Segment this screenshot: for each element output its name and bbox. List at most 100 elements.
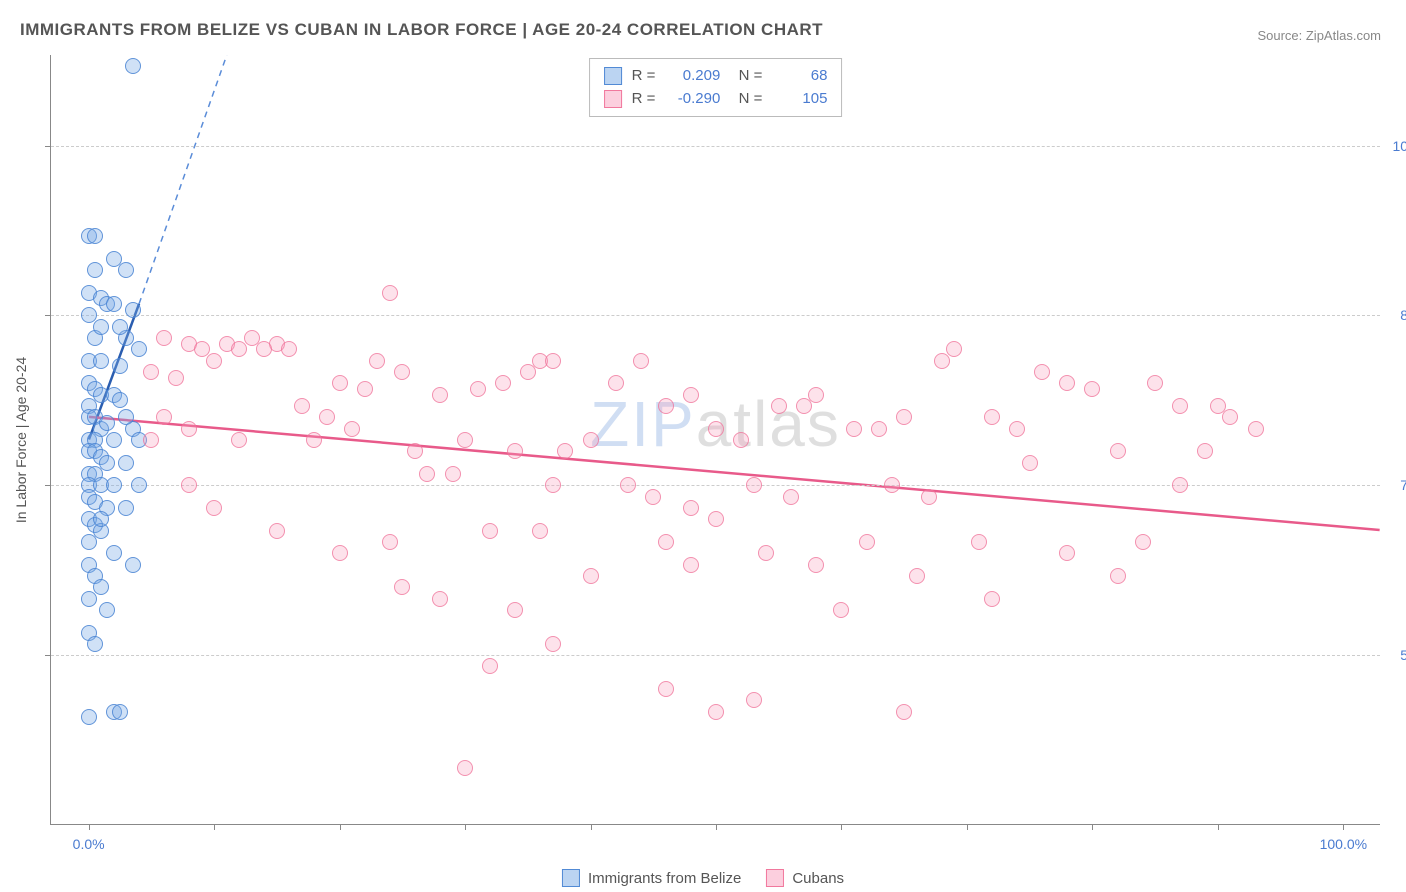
data-point-cubans — [708, 421, 724, 437]
data-point-cubans — [432, 387, 448, 403]
data-point-cubans — [633, 353, 649, 369]
data-point-cubans — [482, 658, 498, 674]
legend-label: Immigrants from Belize — [588, 870, 741, 887]
data-point-belize — [93, 579, 109, 595]
x-tick-label: 100.0% — [1320, 836, 1367, 852]
data-point-cubans — [206, 500, 222, 516]
data-point-cubans — [884, 477, 900, 493]
data-point-cubans — [319, 409, 335, 425]
data-point-cubans — [746, 477, 762, 493]
data-point-cubans — [332, 375, 348, 391]
legend-swatch-blue — [562, 869, 580, 887]
data-point-cubans — [658, 534, 674, 550]
data-point-belize — [125, 58, 141, 74]
data-point-cubans — [708, 704, 724, 720]
data-point-cubans — [181, 421, 197, 437]
data-point-belize — [99, 455, 115, 471]
data-point-cubans — [369, 353, 385, 369]
data-point-cubans — [231, 432, 247, 448]
data-point-cubans — [971, 534, 987, 550]
data-point-cubans — [156, 330, 172, 346]
data-point-cubans — [896, 704, 912, 720]
data-point-cubans — [1059, 375, 1075, 391]
data-point-cubans — [457, 432, 473, 448]
data-point-cubans — [206, 353, 222, 369]
data-point-cubans — [758, 545, 774, 561]
data-point-cubans — [532, 523, 548, 539]
data-point-belize — [106, 477, 122, 493]
data-point-belize — [125, 302, 141, 318]
data-point-cubans — [407, 443, 423, 459]
data-point-cubans — [357, 381, 373, 397]
data-point-belize — [118, 500, 134, 516]
data-point-belize — [87, 228, 103, 244]
data-point-cubans — [1009, 421, 1025, 437]
data-point-cubans — [896, 409, 912, 425]
data-point-belize — [112, 392, 128, 408]
data-point-cubans — [658, 398, 674, 414]
data-point-cubans — [545, 477, 561, 493]
data-point-belize — [93, 319, 109, 335]
data-point-belize — [81, 591, 97, 607]
data-point-cubans — [294, 398, 310, 414]
data-point-cubans — [1022, 455, 1038, 471]
data-point-cubans — [620, 477, 636, 493]
data-point-cubans — [1248, 421, 1264, 437]
data-point-cubans — [445, 466, 461, 482]
data-point-cubans — [156, 409, 172, 425]
stats-row-cubans: R = -0.290 N = 105 — [604, 88, 828, 111]
data-point-cubans — [771, 398, 787, 414]
data-point-cubans — [1034, 364, 1050, 380]
data-point-cubans — [557, 443, 573, 459]
r-value-cubans: -0.290 — [665, 88, 720, 111]
data-point-cubans — [909, 568, 925, 584]
data-point-belize — [93, 353, 109, 369]
data-point-cubans — [495, 375, 511, 391]
data-point-cubans — [482, 523, 498, 539]
data-point-belize — [106, 432, 122, 448]
data-point-cubans — [871, 421, 887, 437]
data-point-cubans — [332, 545, 348, 561]
data-point-cubans — [645, 489, 661, 505]
legend-item-belize: Immigrants from Belize — [562, 869, 741, 887]
n-label: N = — [730, 88, 762, 111]
legend-swatch-blue — [604, 67, 622, 85]
data-point-cubans — [1110, 568, 1126, 584]
data-point-cubans — [256, 341, 272, 357]
legend-swatch-pink — [604, 90, 622, 108]
data-point-belize — [131, 477, 147, 493]
data-point-belize — [125, 557, 141, 573]
stats-row-belize: R = 0.209 N = 68 — [604, 65, 828, 88]
gridline-h — [51, 655, 1380, 656]
data-point-belize — [112, 319, 128, 335]
data-point-cubans — [808, 387, 824, 403]
legend-swatch-pink — [766, 869, 784, 887]
data-point-belize — [112, 358, 128, 374]
data-point-cubans — [859, 534, 875, 550]
data-point-belize — [112, 704, 128, 720]
data-point-cubans — [808, 557, 824, 573]
series-legend: Immigrants from Belize Cubans — [562, 869, 844, 887]
y-tick-label: 100.0% — [1385, 138, 1406, 154]
data-point-cubans — [181, 477, 197, 493]
data-point-cubans — [946, 341, 962, 357]
data-point-cubans — [1147, 375, 1163, 391]
chart-title: IMMIGRANTS FROM BELIZE VS CUBAN IN LABOR… — [20, 20, 823, 40]
data-point-cubans — [608, 375, 624, 391]
data-point-cubans — [1172, 398, 1188, 414]
data-point-cubans — [520, 364, 536, 380]
data-point-cubans — [507, 602, 523, 618]
y-tick-label: 70.0% — [1385, 477, 1406, 493]
data-point-cubans — [545, 353, 561, 369]
data-point-belize — [81, 709, 97, 725]
data-point-cubans — [432, 591, 448, 607]
data-point-cubans — [1084, 381, 1100, 397]
data-point-cubans — [783, 489, 799, 505]
data-point-cubans — [394, 579, 410, 595]
data-point-belize — [93, 511, 109, 527]
data-point-cubans — [833, 602, 849, 618]
data-point-cubans — [746, 692, 762, 708]
r-label: R = — [632, 88, 656, 111]
data-point-cubans — [231, 341, 247, 357]
data-point-cubans — [658, 681, 674, 697]
